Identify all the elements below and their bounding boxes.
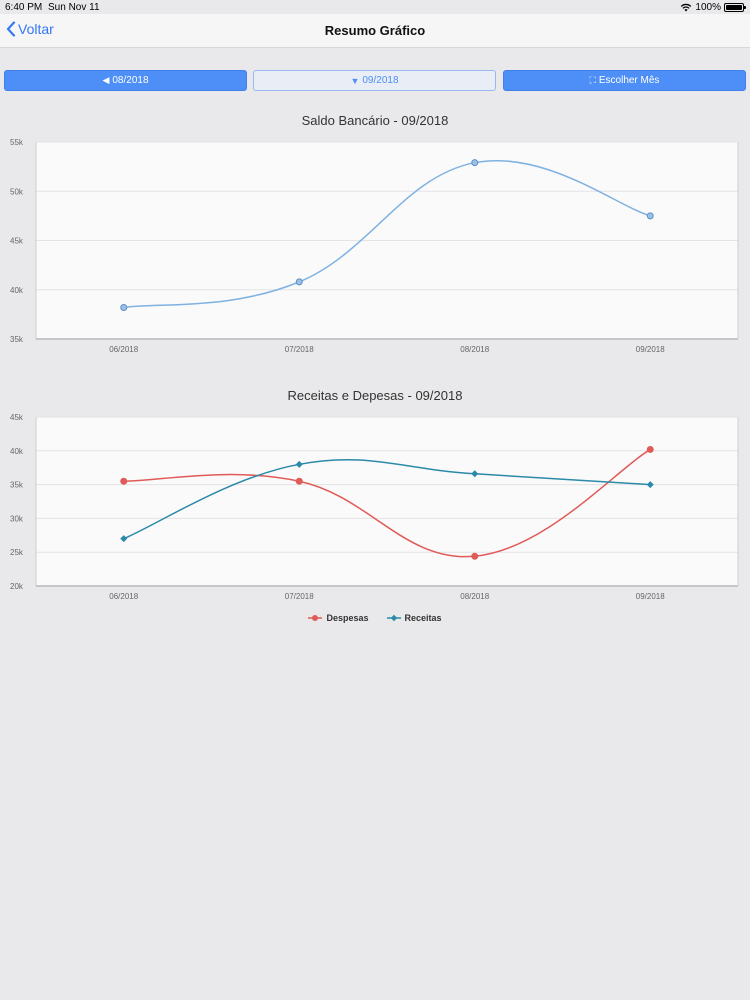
battery-percent: 100% <box>695 2 721 13</box>
plot-area <box>36 417 738 586</box>
receitas-despesas-chart-title: Receitas e Depesas - 09/2018 <box>287 388 463 403</box>
saldo-chart-title: Saldo Bancário - 09/2018 <box>301 113 449 128</box>
legend-receitas-label: Receitas <box>404 613 442 623</box>
chevron-circle-down-icon: ▼ <box>350 75 360 86</box>
status-time: 6:40 PM <box>5 2 43 13</box>
x-tick-label: 06/2018 <box>109 345 138 354</box>
choose-month-label: Escolher Mês <box>598 75 660 86</box>
data-point <box>120 477 128 485</box>
saldo-chart: 35k 40k 45k 50k 55k 06/2018 07/2018 08/2018 09/2… <box>10 138 739 354</box>
data-point <box>646 481 654 489</box>
legend-despesas[interactable]: Despesas <box>308 613 369 623</box>
y-tick-label: 50k <box>10 187 24 196</box>
current-month-label: 09/2018 <box>362 75 399 86</box>
data-point <box>471 552 479 560</box>
current-month-button[interactable]: ▼ 09/2018 <box>253 70 496 91</box>
y-tick-label: 40k <box>10 447 24 456</box>
legend-despesas-marker <box>308 615 323 621</box>
chart-legend: Despesas Receitas <box>0 613 750 623</box>
y-tick-label: 35k <box>10 481 24 490</box>
x-tick-label: 07/2018 <box>285 592 314 601</box>
y-tick-label: 45k <box>10 237 24 246</box>
choose-month-button[interactable]: ⛶ Escolher Mês <box>503 70 746 91</box>
series-line <box>123 448 651 558</box>
y-tick-label: 55k <box>10 138 24 147</box>
data-point <box>295 460 303 468</box>
data-point <box>646 212 654 220</box>
data-point <box>120 535 128 543</box>
data-point <box>646 445 654 453</box>
chevron-left-icon <box>6 21 16 37</box>
data-point <box>471 470 479 478</box>
y-tick-label: 20k <box>10 582 24 591</box>
x-tick-label: 09/2018 <box>636 592 665 601</box>
data-point <box>295 278 303 286</box>
wifi-icon <box>681 3 692 12</box>
x-tick-label: 08/2018 <box>460 592 489 601</box>
y-tick-label: 30k <box>10 514 24 523</box>
navigation-bar: Voltar Resumo Gráfico <box>0 14 750 48</box>
y-tick-label: 45k <box>10 413 24 422</box>
legend-despesas-label: Despesas <box>326 613 369 623</box>
data-point <box>120 303 128 311</box>
chevron-circle-left-icon: ◀ <box>102 75 110 85</box>
y-tick-label: 35k <box>10 335 24 344</box>
legend-receitas[interactable]: Receitas <box>386 613 442 623</box>
series-line <box>123 160 651 309</box>
x-tick-label: 07/2018 <box>285 345 314 354</box>
previous-month-button[interactable]: ◀ 08/2018 <box>4 70 247 91</box>
y-tick-label: 25k <box>10 548 24 557</box>
status-bar: 6:40 PM Sun Nov 11 100% <box>0 0 750 14</box>
previous-month-label: 08/2018 <box>112 75 149 86</box>
data-point <box>471 159 479 167</box>
series-line <box>123 459 651 540</box>
status-right: 100% <box>680 2 746 13</box>
x-tick-label: 08/2018 <box>460 345 489 354</box>
y-tick-label: 40k <box>10 286 24 295</box>
back-button[interactable]: Voltar <box>6 21 54 37</box>
legend-receitas-marker <box>386 614 401 622</box>
receitas-despesas-chart: 20k 25k 30k 35k 40k 45k 06/2018 07/2018 08/2018 0… <box>10 413 739 601</box>
data-point <box>295 477 303 485</box>
expand-icon: ⛶ <box>589 75 596 85</box>
x-tick-label: 09/2018 <box>636 345 665 354</box>
back-label: Voltar <box>18 21 54 37</box>
page-title: Resumo Gráfico <box>324 23 426 38</box>
x-tick-label: 06/2018 <box>109 592 138 601</box>
battery-icon <box>724 3 746 12</box>
status-date: Sun Nov 11 <box>48 2 100 13</box>
